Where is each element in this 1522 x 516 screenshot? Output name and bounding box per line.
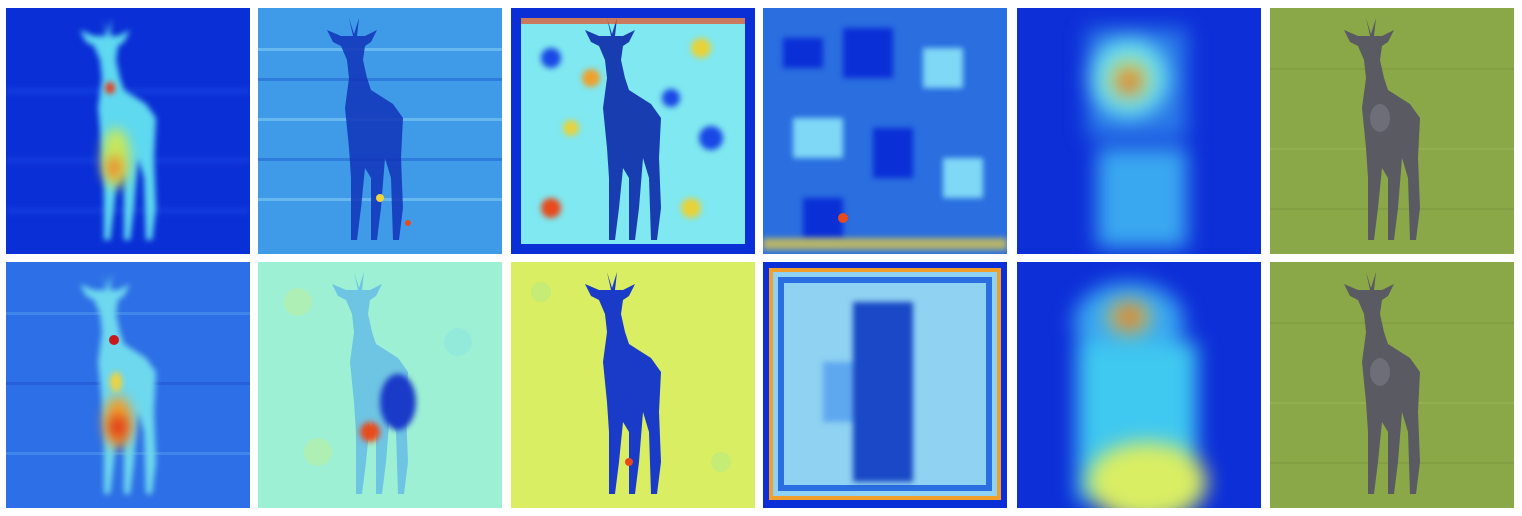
- deer-photo-top: [1270, 8, 1514, 254]
- heatmap-panel-top-4: [763, 8, 1007, 254]
- heatmap-panel-bottom-4: [763, 262, 1007, 508]
- heatmap-panel-top-2: [258, 8, 502, 254]
- heatmap-panel-bottom-2: [258, 262, 502, 508]
- heatmap-panel-bottom-5: [1017, 262, 1261, 508]
- heatmap-panel-top-3: [511, 8, 755, 254]
- heatmap-panel-top-1: [6, 8, 250, 254]
- heatmap-panel-bottom-3: [511, 262, 755, 508]
- heatmap-panel-top-5: [1017, 8, 1261, 254]
- deer-photo-bottom: [1270, 262, 1514, 508]
- heatmap-panel-bottom-1: [6, 262, 250, 508]
